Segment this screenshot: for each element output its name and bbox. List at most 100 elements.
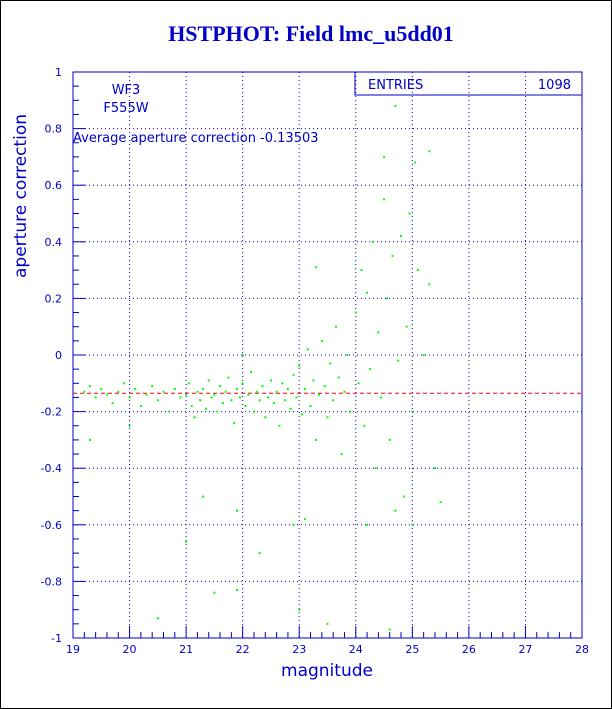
point bbox=[238, 396, 241, 399]
point bbox=[428, 150, 431, 153]
point bbox=[185, 540, 188, 543]
annotation: WF3 bbox=[112, 83, 141, 98]
point bbox=[230, 399, 233, 402]
point bbox=[213, 591, 216, 594]
y-tick-label: -0.2 bbox=[41, 406, 62, 419]
point bbox=[326, 416, 329, 419]
point bbox=[202, 387, 205, 390]
x-tick-label: 25 bbox=[405, 643, 419, 656]
x-tick-label: 22 bbox=[236, 643, 250, 656]
point bbox=[233, 421, 236, 424]
point bbox=[354, 311, 357, 314]
point bbox=[315, 438, 318, 441]
x-axis-label: magnitude bbox=[281, 661, 373, 681]
point bbox=[366, 523, 369, 526]
point bbox=[250, 370, 253, 373]
y-tick-label: 0.2 bbox=[45, 292, 63, 305]
point bbox=[388, 628, 391, 631]
point bbox=[334, 325, 337, 328]
point bbox=[329, 362, 332, 365]
point bbox=[275, 390, 278, 393]
point bbox=[156, 617, 159, 620]
point bbox=[139, 404, 142, 407]
chart-title: HSTPHOT: Field lmc_u5dd01 bbox=[168, 21, 454, 46]
point bbox=[281, 382, 284, 385]
point bbox=[83, 390, 86, 393]
point bbox=[261, 385, 264, 388]
point bbox=[204, 407, 207, 410]
point bbox=[111, 402, 114, 405]
point bbox=[323, 385, 326, 388]
point bbox=[210, 396, 213, 399]
point bbox=[134, 387, 137, 390]
point bbox=[151, 385, 154, 388]
point bbox=[196, 390, 199, 393]
point bbox=[411, 523, 414, 526]
point bbox=[236, 588, 239, 591]
point bbox=[374, 467, 377, 470]
point bbox=[318, 393, 321, 396]
point bbox=[216, 410, 219, 413]
point bbox=[312, 379, 315, 382]
point bbox=[439, 501, 442, 504]
point bbox=[400, 235, 403, 238]
point bbox=[258, 552, 261, 555]
point bbox=[179, 396, 182, 399]
point bbox=[286, 387, 289, 390]
point bbox=[193, 416, 196, 419]
point bbox=[414, 161, 417, 164]
point bbox=[298, 608, 301, 611]
point bbox=[405, 325, 408, 328]
point bbox=[416, 269, 419, 272]
y-tick-label: 0.4 bbox=[45, 236, 63, 249]
point bbox=[100, 387, 103, 390]
point bbox=[241, 354, 244, 356]
x-tick-label: 27 bbox=[518, 643, 532, 656]
point bbox=[368, 368, 371, 371]
point bbox=[298, 365, 301, 368]
point bbox=[255, 390, 258, 393]
y-tick-label: -0.4 bbox=[41, 462, 62, 475]
x-tick-label: 19 bbox=[66, 643, 80, 656]
y-axis-label: aperture correction bbox=[11, 114, 31, 278]
stats-value: 1098 bbox=[538, 78, 571, 93]
point bbox=[292, 373, 295, 376]
point bbox=[377, 331, 380, 334]
point bbox=[213, 393, 216, 396]
point bbox=[128, 424, 131, 427]
point bbox=[292, 523, 295, 526]
point bbox=[343, 390, 346, 393]
point bbox=[207, 379, 210, 382]
point bbox=[346, 354, 349, 356]
point bbox=[117, 390, 120, 393]
y-tick-label: 0.6 bbox=[45, 179, 63, 192]
point bbox=[326, 622, 329, 625]
point bbox=[349, 410, 352, 413]
point bbox=[357, 382, 360, 385]
point bbox=[227, 376, 230, 379]
x-tick-label: 28 bbox=[575, 643, 589, 656]
point bbox=[128, 396, 131, 399]
point bbox=[187, 382, 190, 385]
annotation: F555W bbox=[103, 101, 148, 116]
point bbox=[190, 404, 193, 407]
point bbox=[272, 402, 275, 405]
x-tick-label: 23 bbox=[292, 643, 306, 656]
point bbox=[173, 387, 176, 390]
point bbox=[388, 438, 391, 441]
point bbox=[301, 413, 304, 416]
point bbox=[122, 382, 125, 385]
annotation: Average aperture correction -0.13503 bbox=[73, 131, 319, 146]
point bbox=[366, 291, 369, 294]
point bbox=[394, 509, 397, 512]
point bbox=[383, 198, 386, 201]
x-tick-label: 26 bbox=[462, 643, 476, 656]
point bbox=[289, 407, 292, 410]
point bbox=[185, 393, 188, 396]
y-tick-label: 0.8 bbox=[45, 123, 63, 136]
point bbox=[145, 393, 148, 396]
y-tick-label: -0.6 bbox=[41, 519, 62, 532]
point bbox=[267, 396, 270, 399]
point bbox=[391, 254, 394, 257]
